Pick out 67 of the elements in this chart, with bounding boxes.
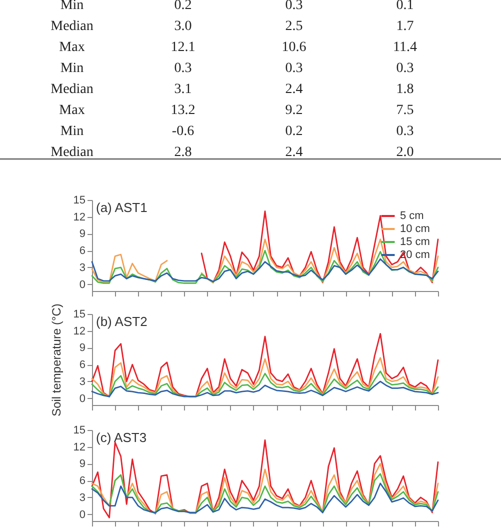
text: Min [60, 124, 84, 139]
text: 0.2 [285, 124, 303, 139]
line-series [200, 210, 439, 284]
text: 3.0 [174, 19, 192, 34]
text: 0.3 [174, 61, 192, 76]
text: 0.3 [396, 124, 414, 139]
y-tick-label: 3 [79, 376, 86, 388]
text: 13.2 [170, 103, 196, 118]
text: 2.5 [285, 19, 303, 34]
text: 0.3 [396, 61, 414, 76]
line-series [91, 357, 439, 398]
y-tick-label: 6 [79, 359, 86, 372]
text: 2.8 [174, 145, 192, 160]
y-tick-label: 15 [73, 424, 86, 436]
y-tick-label: 6 [79, 245, 86, 258]
text: 7.5 [396, 103, 414, 118]
text: 0.3 [285, 0, 303, 13]
line-series [91, 380, 439, 398]
text: 2.4 [285, 82, 303, 97]
text: 12.1 [170, 40, 196, 55]
text: 10.6 [282, 40, 306, 55]
text: 0.3 [285, 61, 303, 76]
text: 9.2 [285, 103, 303, 118]
legend-label: 5 cm [400, 210, 424, 222]
y-tick-label: 3 [79, 262, 86, 274]
chart-title: (b) AST2 [96, 314, 148, 329]
text: 2.4 [285, 145, 303, 160]
text: 1.8 [396, 82, 414, 97]
text: 2.0 [396, 145, 414, 160]
line-series [91, 258, 439, 282]
y-tick-label: 9 [79, 342, 86, 354]
y-tick-label: 0 [79, 392, 86, 405]
chart-title: (c) AST3 [96, 430, 147, 445]
y-tick-label: 12 [73, 325, 86, 338]
y-tick-label: 9 [79, 458, 86, 470]
y-tick-label: 6 [79, 475, 86, 488]
line-series [91, 473, 439, 514]
y-tick-label: 15 [73, 308, 86, 320]
text: Max [59, 103, 85, 118]
chart-title: (a) AST1 [96, 200, 148, 215]
text: 11.4 [393, 40, 417, 55]
text: Max [59, 40, 85, 55]
line-series [91, 250, 439, 284]
text: 1.7 [396, 19, 414, 34]
legend-label: 15 cm [400, 236, 430, 248]
y-tick-label: 9 [79, 228, 86, 240]
text: Median [50, 19, 94, 34]
text: Min [60, 61, 84, 76]
text: Median [50, 145, 94, 160]
y-tick-label: 12 [73, 441, 86, 454]
y-tick-label: 3 [79, 492, 86, 504]
line-series [91, 370, 439, 398]
line-series [91, 482, 439, 514]
text: 0.1 [396, 0, 414, 13]
y-axis-title: Soil temperature (°C) [49, 304, 64, 416]
text: 3.1 [174, 82, 192, 97]
y-tick-label: 12 [73, 211, 86, 224]
line-series [91, 463, 439, 514]
text: -0.6 [172, 124, 194, 139]
text: Median [50, 82, 94, 97]
text: Min [60, 0, 84, 13]
legend-label: 10 cm [400, 223, 430, 235]
text: 0.2 [174, 0, 192, 13]
y-tick-label: 0 [79, 508, 86, 521]
y-tick-label: 0 [79, 278, 86, 291]
line-series [91, 332, 439, 398]
y-tick-label: 15 [73, 194, 86, 206]
